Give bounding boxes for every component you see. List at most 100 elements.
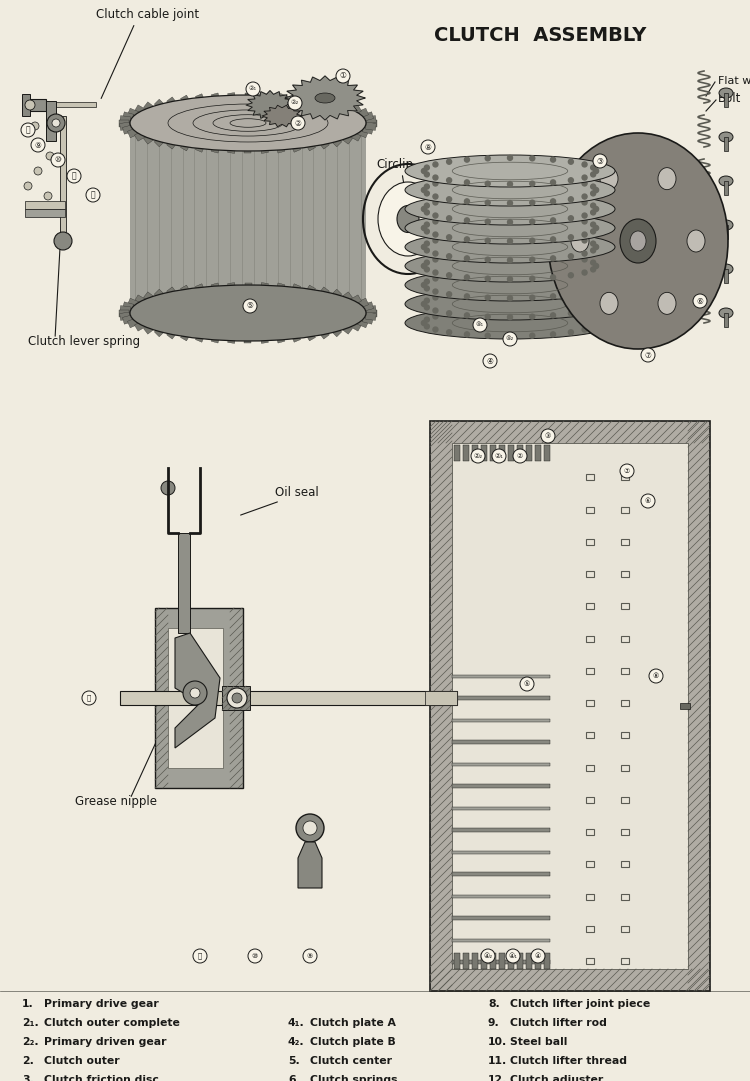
Circle shape: [424, 317, 429, 322]
Circle shape: [591, 261, 596, 265]
Bar: [134, 130, 147, 142]
Circle shape: [591, 191, 596, 196]
Text: 11.: 11.: [488, 1056, 507, 1066]
Bar: [544, 445, 550, 461]
Bar: [586, 829, 594, 835]
Circle shape: [485, 308, 490, 312]
Bar: [143, 292, 156, 304]
Circle shape: [508, 212, 512, 217]
Ellipse shape: [719, 264, 733, 273]
Bar: [481, 445, 487, 461]
Circle shape: [421, 141, 435, 154]
Circle shape: [161, 481, 175, 495]
Bar: [178, 533, 190, 633]
Circle shape: [550, 218, 556, 223]
Circle shape: [582, 213, 587, 218]
Bar: [621, 475, 629, 480]
Bar: [452, 872, 550, 876]
Circle shape: [591, 248, 596, 253]
Circle shape: [424, 222, 429, 227]
Text: 1.: 1.: [22, 999, 34, 1009]
Bar: [452, 763, 550, 766]
Bar: [130, 123, 366, 313]
Circle shape: [485, 231, 490, 237]
Circle shape: [568, 159, 574, 164]
Bar: [318, 326, 329, 339]
Circle shape: [591, 285, 596, 291]
Bar: [318, 286, 329, 299]
Circle shape: [693, 294, 707, 308]
Bar: [452, 916, 550, 920]
Bar: [452, 443, 688, 969]
Bar: [340, 102, 352, 114]
Circle shape: [485, 238, 490, 243]
Bar: [154, 135, 166, 147]
Bar: [134, 320, 147, 331]
Ellipse shape: [405, 307, 615, 339]
Bar: [508, 445, 514, 461]
Circle shape: [568, 177, 574, 183]
Ellipse shape: [548, 133, 728, 349]
Text: ②₂: ②₂: [473, 453, 482, 459]
Bar: [211, 93, 220, 105]
Bar: [128, 318, 140, 328]
Bar: [365, 116, 376, 124]
Bar: [330, 135, 342, 147]
Bar: [452, 851, 550, 854]
Text: Steel ball: Steel ball: [510, 1037, 567, 1047]
Circle shape: [424, 267, 429, 272]
Text: Clutch center: Clutch center: [310, 1056, 392, 1066]
Circle shape: [591, 172, 596, 177]
Circle shape: [424, 165, 429, 170]
Circle shape: [52, 119, 60, 126]
Bar: [367, 309, 377, 317]
Circle shape: [422, 320, 427, 325]
Circle shape: [464, 199, 470, 204]
Circle shape: [649, 669, 663, 683]
Text: Circlip: Circlip: [650, 573, 687, 586]
Ellipse shape: [405, 212, 615, 244]
Circle shape: [446, 311, 452, 317]
Circle shape: [424, 241, 429, 246]
Text: Bolt: Bolt: [650, 545, 674, 558]
Bar: [154, 290, 166, 302]
Circle shape: [492, 449, 506, 463]
Text: Clutch adjuster: Clutch adjuster: [510, 1075, 603, 1081]
Ellipse shape: [405, 193, 615, 225]
Bar: [463, 445, 469, 461]
Circle shape: [464, 214, 470, 219]
Bar: [143, 133, 156, 144]
Polygon shape: [246, 91, 294, 119]
Text: ④₂: ④₂: [506, 336, 514, 342]
Circle shape: [422, 169, 427, 173]
Bar: [155, 608, 243, 788]
Polygon shape: [175, 633, 220, 748]
Circle shape: [568, 311, 574, 317]
Bar: [356, 108, 368, 119]
Bar: [330, 99, 342, 111]
Circle shape: [464, 275, 470, 280]
Circle shape: [288, 96, 302, 110]
Text: Clutch outer complete: Clutch outer complete: [44, 1018, 180, 1028]
Text: ⑦: ⑦: [624, 468, 630, 473]
Bar: [25, 201, 65, 209]
Circle shape: [190, 688, 200, 698]
Circle shape: [433, 219, 438, 224]
Circle shape: [568, 254, 574, 259]
Bar: [260, 282, 268, 293]
Circle shape: [591, 267, 596, 272]
Circle shape: [183, 681, 207, 705]
Circle shape: [508, 239, 512, 243]
Circle shape: [591, 184, 596, 189]
Bar: [304, 285, 316, 297]
Bar: [517, 445, 523, 461]
Text: ⑬: ⑬: [91, 190, 95, 200]
Bar: [166, 137, 178, 149]
Circle shape: [422, 282, 427, 288]
Circle shape: [44, 192, 52, 200]
Bar: [211, 283, 220, 294]
Circle shape: [568, 235, 574, 240]
Circle shape: [446, 197, 452, 202]
Bar: [46, 101, 56, 141]
Text: ⑨: ⑨: [307, 953, 314, 959]
